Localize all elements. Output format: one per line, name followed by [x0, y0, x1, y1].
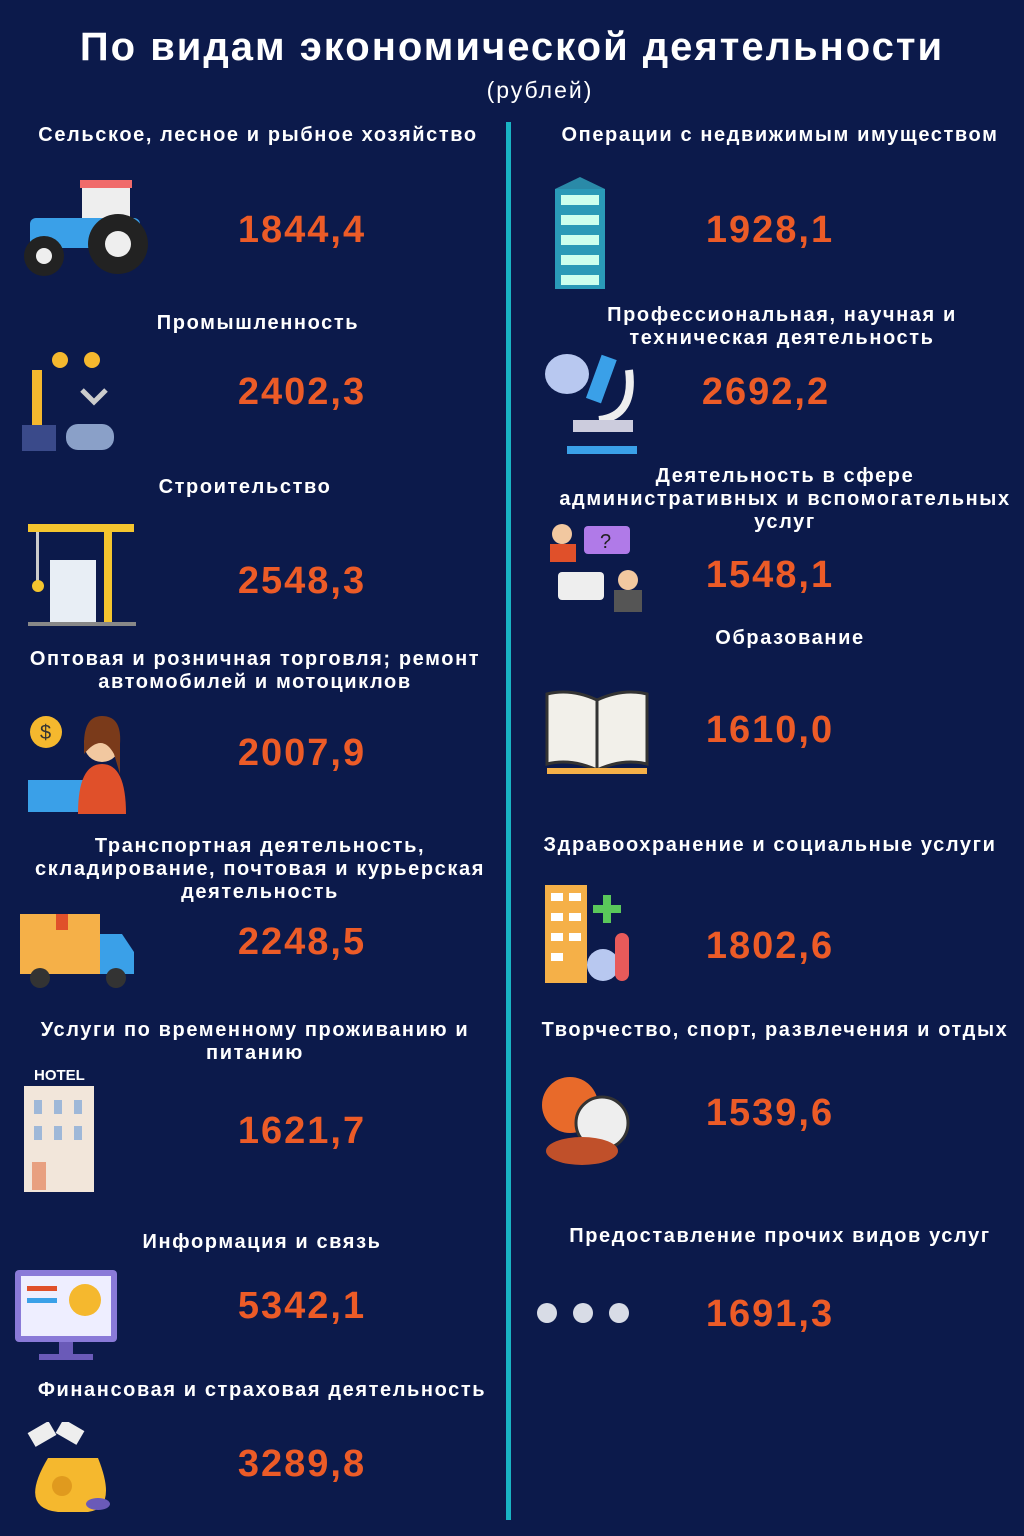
item-label: Строительство	[158, 476, 332, 498]
item-label: Финансовая и страховая деятельность	[37, 1379, 487, 1401]
item-value: 1802,6	[705, 925, 835, 967]
item-label: Промышленность	[156, 312, 360, 334]
svg-text:?: ?	[600, 531, 611, 553]
item-label: Профессиональная, научная и техническая …	[607, 304, 957, 349]
item-value: 3289,8	[237, 1443, 367, 1485]
item-label: Транспортная деятельность, складирование…	[34, 835, 486, 903]
hospital-icon	[545, 885, 629, 983]
item-value: 1928,1	[705, 209, 835, 251]
item-value: 1691,3	[705, 1293, 835, 1335]
item-value: 2402,3	[237, 371, 367, 413]
item-value: 2692,2	[701, 371, 831, 413]
microscope-icon	[545, 354, 637, 454]
sports-balls-icon	[542, 1077, 630, 1165]
item-label: Здравоохранение и социальные услуги	[543, 834, 997, 856]
item-label: Информация и связь	[142, 1231, 382, 1253]
item-label: Оптовая и розничная торговля; ремонт авт…	[29, 648, 481, 693]
item-value: 2548,3	[237, 560, 367, 602]
page-subtitle: (рублей)	[486, 77, 594, 103]
svg-text:$: $	[40, 722, 51, 744]
money-bag-icon	[27, 1422, 110, 1512]
item-value: 2248,5	[237, 921, 367, 963]
item-value: 1539,6	[705, 1092, 835, 1134]
item-label: Сельское, лесное и рыбное хозяйство	[38, 124, 478, 146]
item-value: 1610,0	[705, 709, 835, 751]
hotel-sign-text: HOTEL	[34, 1067, 85, 1084]
tractor-icon	[24, 180, 148, 276]
consulting-icon: ?	[550, 524, 642, 612]
item-label: Услуги по временному проживанию и питани…	[40, 1019, 470, 1064]
truck-icon	[20, 914, 134, 988]
crane-icon	[28, 524, 136, 626]
item-value: 1844,4	[237, 209, 367, 251]
item-value: 1548,1	[705, 554, 835, 596]
book-icon	[545, 690, 649, 774]
column-divider	[506, 122, 511, 1520]
page-title: По видам экономической деятельности	[79, 25, 945, 69]
item-label: Образование	[715, 627, 865, 649]
building-icon	[555, 177, 605, 289]
dots-icon	[537, 1303, 629, 1323]
item-value: 1621,7	[237, 1110, 367, 1152]
item-value: 2007,9	[237, 732, 367, 774]
item-label: Предоставление прочих видов услуг	[569, 1225, 991, 1247]
monitor-icon	[15, 1270, 117, 1360]
item-label: Творчество, спорт, развлечения и отдых	[541, 1019, 1009, 1041]
item-value: 5342,1	[237, 1285, 367, 1327]
item-label: Операции с недвижимым имуществом	[561, 124, 999, 146]
hotel-icon: HOTEL	[24, 1067, 94, 1192]
cashier-icon: $	[28, 716, 126, 814]
item-label: Деятельность в сфере административных и …	[559, 465, 1011, 533]
robot-arm-icon	[22, 352, 114, 451]
